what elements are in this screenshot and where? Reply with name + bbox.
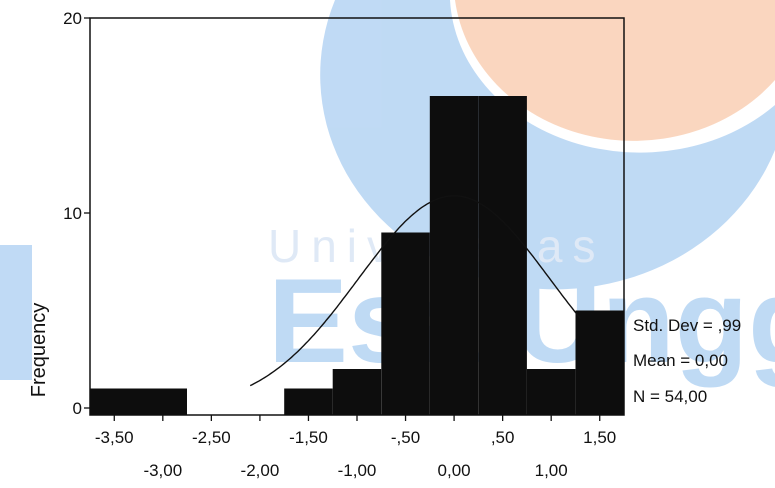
x-tick-label-lower: -2,00: [241, 461, 280, 480]
x-tick-label-lower: -1,00: [338, 461, 377, 480]
x-tick-label-lower: 0,00: [438, 461, 471, 480]
x-tick-label-upper: -,50: [391, 428, 420, 447]
x-tick-label-upper: -1,50: [289, 428, 328, 447]
x-tick-labels: -3,50 -2,50 -1,50 -,50 ,50 1,50 -3,00 -2,00 -1,0…: [95, 428, 616, 480]
x-tick-label-lower: -3,00: [143, 461, 182, 480]
x-tick-label-upper: 1,50: [583, 428, 616, 447]
x-tick-label-upper: -2,50: [192, 428, 231, 447]
y-tick-label: 0: [73, 399, 82, 418]
stat-std-dev: Std. Dev = ,99: [633, 316, 741, 335]
x-tick-label-upper: -3,50: [95, 428, 134, 447]
histogram-bar: [90, 388, 139, 415]
histogram-bar: [381, 232, 430, 415]
stat-n: N = 54,00: [633, 387, 707, 406]
histogram-bar: [575, 310, 624, 415]
histogram-bar: [478, 96, 527, 415]
histogram-bar: [332, 369, 382, 415]
y-axis-label: Frequency: [28, 303, 50, 398]
histogram-bar: [429, 96, 479, 415]
tick-marks: [84, 17, 601, 421]
histogram-bar: [284, 388, 333, 415]
y-tick-labels: 0 10 20: [63, 9, 82, 418]
watermark-orange-arc: [455, 0, 775, 141]
histogram-bar: [526, 369, 576, 415]
x-tick-label-lower: 1,00: [535, 461, 568, 480]
histogram-bar: [138, 388, 187, 415]
stat-mean: Mean = 0,00: [633, 351, 728, 370]
y-tick-label: 20: [63, 9, 82, 28]
bars-group: [90, 96, 624, 415]
normal-curve: [249, 195, 581, 387]
y-tick-label: 10: [63, 204, 82, 223]
watermark-left-block: [0, 245, 32, 380]
x-tick-label-upper: ,50: [491, 428, 515, 447]
